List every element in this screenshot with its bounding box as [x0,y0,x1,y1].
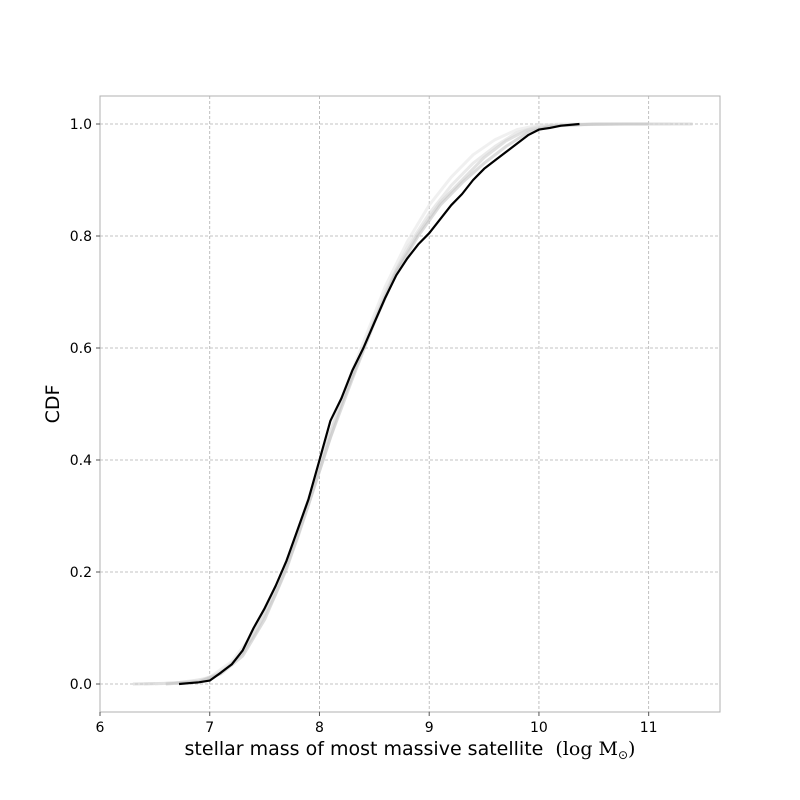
background-cdf-line [143,122,671,686]
background-cdf-line [132,122,693,686]
main-series-group [178,122,580,686]
background-cdf-line [165,122,649,686]
y-tick-label: 1.0 [70,117,92,133]
x-axis-label-unit: (log M [555,738,618,760]
background-series-group [132,122,693,686]
y-tick-label: 0.4 [70,453,92,469]
y-tick-label: 0.6 [70,341,92,357]
x-tick-label: 8 [315,720,324,736]
x-axis-label: stellar mass of most massive satellite (… [185,738,636,762]
y-axis-label: CDF [42,385,64,424]
x-tick-label: 9 [425,720,434,736]
main-cdf-line [178,122,580,686]
grid [99,96,720,712]
x-axis-label-unit-close: ) [628,738,635,760]
ticks: 6 7 8 9 10 11 0.0 0.2 0.4 0.6 0.8 1.0 [70,117,658,736]
x-axis-label-text: stellar mass of most massive satellite [185,738,544,760]
y-tick-label: 0.0 [70,677,92,693]
background-cdf-line [154,122,649,686]
x-tick-label: 10 [530,720,548,736]
x-axis-label-unit-sub: ⊙ [618,748,628,762]
x-tick-label: 7 [205,720,214,736]
y-tick-label: 0.2 [70,565,92,581]
x-tick-label: 11 [640,720,658,736]
x-tick-label: 6 [96,720,105,736]
y-tick-label: 0.8 [70,229,92,245]
plot-frame [99,95,721,713]
